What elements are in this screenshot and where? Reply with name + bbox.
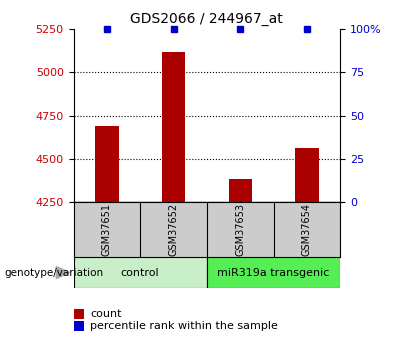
Bar — [95, 126, 118, 202]
Text: percentile rank within the sample: percentile rank within the sample — [90, 321, 278, 331]
Bar — [162, 52, 185, 202]
Text: genotype/variation: genotype/variation — [4, 268, 103, 277]
Text: GSM37653: GSM37653 — [235, 203, 245, 256]
Text: miR319a transgenic: miR319a transgenic — [217, 268, 330, 277]
Title: GDS2066 / 244967_at: GDS2066 / 244967_at — [131, 11, 283, 26]
Bar — [74, 257, 207, 288]
Text: GSM37654: GSM37654 — [302, 203, 312, 256]
Text: control: control — [121, 268, 160, 277]
Bar — [228, 178, 252, 202]
Bar — [295, 148, 318, 202]
Polygon shape — [56, 266, 70, 279]
Bar — [207, 257, 340, 288]
Text: GSM37652: GSM37652 — [168, 203, 178, 256]
Text: GSM37651: GSM37651 — [102, 203, 112, 256]
Text: count: count — [90, 309, 122, 319]
